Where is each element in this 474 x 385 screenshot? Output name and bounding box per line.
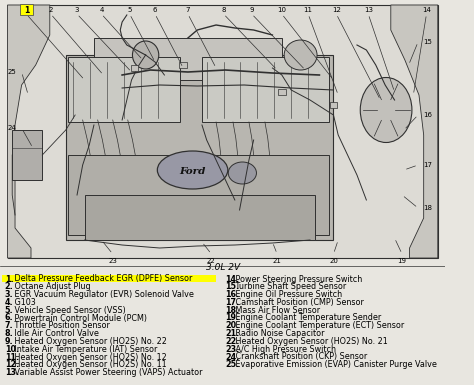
Text: 17.: 17. <box>226 298 239 307</box>
Text: 22: 22 <box>207 258 216 264</box>
Polygon shape <box>391 5 438 258</box>
Text: 3.: 3. <box>5 290 13 299</box>
Text: Engine Coolant Temperature (ECT) Sensor: Engine Coolant Temperature (ECT) Sensor <box>233 321 404 330</box>
Bar <box>8 5 438 258</box>
Ellipse shape <box>284 40 317 70</box>
Bar <box>180 62 187 68</box>
Text: 8: 8 <box>221 7 226 13</box>
Text: Variable Assist Power Steering (VAPS) Actuator: Variable Assist Power Steering (VAPS) Ac… <box>12 368 203 377</box>
Text: 25: 25 <box>8 69 16 75</box>
Text: Mass Air Flow Sensor: Mass Air Flow Sensor <box>233 306 320 315</box>
Text: 10.: 10. <box>5 345 19 354</box>
Text: 11.: 11. <box>5 353 19 362</box>
Text: Powertrain Control Module (PCM): Powertrain Control Module (PCM) <box>12 313 147 323</box>
Text: 16: 16 <box>423 112 432 118</box>
Text: Power Steering Pressure Switch: Power Steering Pressure Switch <box>233 275 362 283</box>
Text: Camshaft Position (CMP) Sensor: Camshaft Position (CMP) Sensor <box>233 298 364 307</box>
Text: Heated Oxygen Sensor (HO2S) No. 12: Heated Oxygen Sensor (HO2S) No. 12 <box>12 353 167 362</box>
Ellipse shape <box>132 41 159 69</box>
Text: Heated Oxygen Sensor (HO2S) No. 11: Heated Oxygen Sensor (HO2S) No. 11 <box>12 360 167 369</box>
Bar <box>2 275 216 282</box>
Text: 21: 21 <box>273 258 282 264</box>
Text: Intake Air Temperature (IAT) Sensor: Intake Air Temperature (IAT) Sensor <box>12 345 157 354</box>
Text: 1.: 1. <box>5 275 13 283</box>
Ellipse shape <box>228 162 256 184</box>
Text: 24.: 24. <box>226 353 240 362</box>
Text: 12: 12 <box>332 7 341 13</box>
Text: Radio Noise Capacitor: Radio Noise Capacitor <box>233 329 325 338</box>
Text: 19: 19 <box>398 258 407 264</box>
Text: 5: 5 <box>128 7 132 13</box>
Text: 3.0L 2V: 3.0L 2V <box>206 263 240 272</box>
Text: EGR Vacuum Regulator (EVR) Solenoid Valve: EGR Vacuum Regulator (EVR) Solenoid Valv… <box>12 290 194 299</box>
Bar <box>94 38 282 80</box>
Text: 17: 17 <box>423 162 432 168</box>
Text: Engine Oil Pressure Switch: Engine Oil Pressure Switch <box>233 290 342 299</box>
Text: 23.: 23. <box>226 345 240 354</box>
Text: Octane Adjust Plug: Octane Adjust Plug <box>12 282 91 291</box>
Text: 9.: 9. <box>5 337 13 346</box>
Text: 18.: 18. <box>226 306 240 315</box>
Text: 6.: 6. <box>5 313 13 323</box>
Text: Engine Coolant Temperature Sender: Engine Coolant Temperature Sender <box>233 313 381 323</box>
Text: 4: 4 <box>99 7 104 13</box>
Text: 25.: 25. <box>226 360 240 369</box>
Bar <box>278 89 285 95</box>
Ellipse shape <box>360 77 412 142</box>
Text: 4.: 4. <box>5 298 13 307</box>
Text: Idle Air Control Valve: Idle Air Control Valve <box>12 329 99 338</box>
Bar <box>84 195 315 240</box>
Text: 21.: 21. <box>226 329 240 338</box>
Text: 20: 20 <box>329 258 338 264</box>
Text: 3: 3 <box>75 7 79 13</box>
Text: 1: 1 <box>24 5 29 15</box>
Text: 6: 6 <box>153 7 157 13</box>
Text: Turbine Shaft Speed Sensor: Turbine Shaft Speed Sensor <box>233 282 346 291</box>
Text: Heated Oxygen Sensor (HO2S) No. 21: Heated Oxygen Sensor (HO2S) No. 21 <box>233 337 388 346</box>
Text: 15.: 15. <box>226 282 239 291</box>
Bar <box>68 57 181 122</box>
Text: 10: 10 <box>277 7 286 13</box>
Ellipse shape <box>157 151 228 189</box>
Bar <box>66 55 334 240</box>
Bar <box>130 65 138 71</box>
Text: A/C High Pressure Switch: A/C High Pressure Switch <box>233 345 336 354</box>
Bar <box>68 155 329 235</box>
Polygon shape <box>8 5 50 258</box>
Bar <box>20 4 33 15</box>
Bar <box>330 102 337 108</box>
Bar <box>12 130 42 180</box>
Text: 7: 7 <box>186 7 190 13</box>
Text: 16.: 16. <box>226 290 239 299</box>
Text: 14: 14 <box>422 7 431 13</box>
Text: Crankshaft Position (CKP) Sensor: Crankshaft Position (CKP) Sensor <box>233 353 367 362</box>
Bar <box>202 57 329 122</box>
Text: 23: 23 <box>108 258 117 264</box>
Text: 13: 13 <box>364 7 373 13</box>
Text: 2: 2 <box>48 7 53 13</box>
Text: Evaporative Emission (EVAP) Canister Purge Valve: Evaporative Emission (EVAP) Canister Pur… <box>233 360 437 369</box>
Text: 19.: 19. <box>226 313 239 323</box>
Text: Delta Pressure Feedback EGR (DPFE) Sensor: Delta Pressure Feedback EGR (DPFE) Senso… <box>12 275 192 283</box>
Text: Ford: Ford <box>179 166 206 176</box>
Text: Vehicle Speed Sensor (VSS): Vehicle Speed Sensor (VSS) <box>12 306 126 315</box>
Text: 24: 24 <box>8 125 16 131</box>
Text: 8.: 8. <box>5 329 13 338</box>
Text: 20.: 20. <box>226 321 240 330</box>
Text: 18: 18 <box>423 205 432 211</box>
Text: 12.: 12. <box>5 360 19 369</box>
Text: G103: G103 <box>12 298 36 307</box>
Text: 9: 9 <box>249 7 254 13</box>
Text: 22.: 22. <box>226 337 240 346</box>
Text: 5.: 5. <box>5 306 13 315</box>
Text: 13.: 13. <box>5 368 19 377</box>
Text: 14.: 14. <box>226 275 239 283</box>
Text: 15: 15 <box>423 39 432 45</box>
Text: 2.: 2. <box>5 282 13 291</box>
Text: Heated Oxygen Sensor (HO2S) No. 22: Heated Oxygen Sensor (HO2S) No. 22 <box>12 337 167 346</box>
Text: 11: 11 <box>304 7 313 13</box>
Text: 7.: 7. <box>5 321 13 330</box>
Text: Throttle Position Sensor: Throttle Position Sensor <box>12 321 110 330</box>
